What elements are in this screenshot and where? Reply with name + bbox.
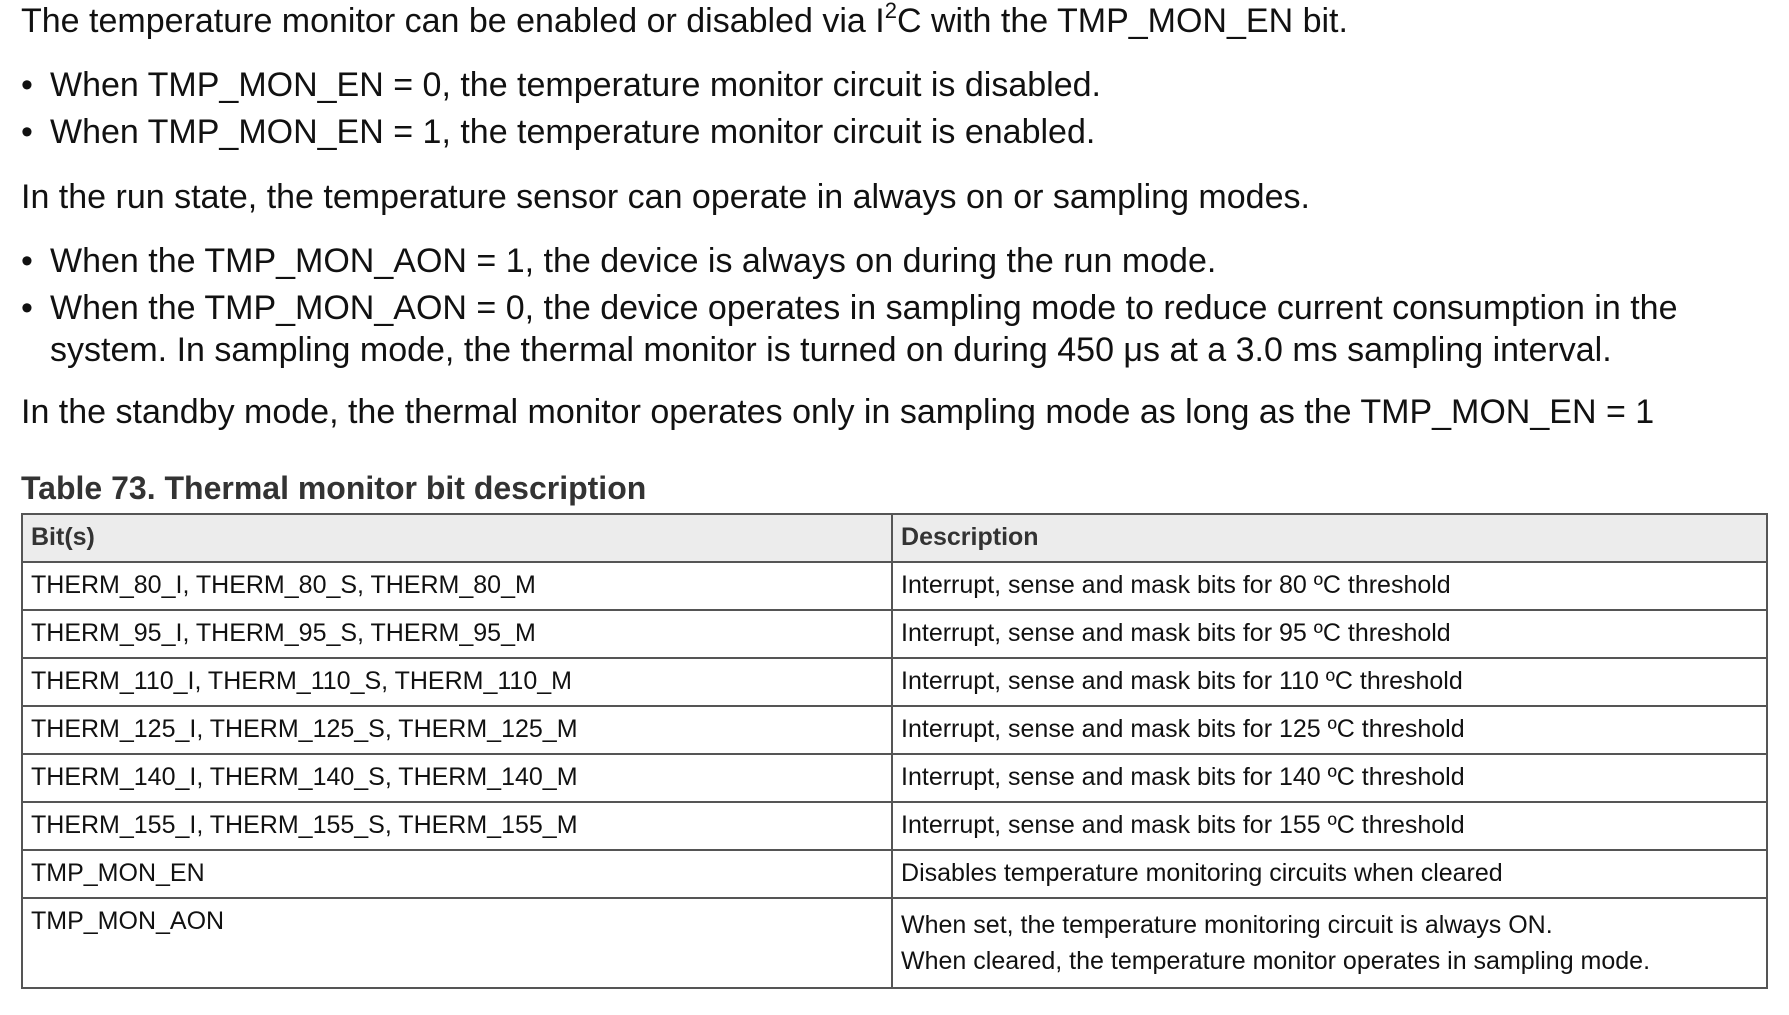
list-item-text: When the TMP_MON_AON = 0, the device ope… (50, 289, 1678, 369)
table-header-row: Bit(s) Description (20, 513, 1768, 563)
thermal-monitor-bit-table: Bit(s) Description THERM_80_I, THERM_80_… (20, 513, 1768, 989)
mode-bullet-list: • When the TMP_MON_AON = 1, the device is… (21, 240, 1770, 371)
enable-bullet-list: • When TMP_MON_EN = 0, the temperature mo… (21, 64, 1101, 153)
list-item: • When the TMP_MON_AON = 0, the device op… (21, 287, 1770, 371)
intro-text-start: The temperature monitor can be enabled o… (21, 2, 885, 40)
bits-cell: THERM_125_I, THERM_125_S, THERM_125_M (20, 705, 894, 755)
bits-cell: TMP_MON_EN (20, 849, 894, 899)
description-cell: Interrupt, sense and mask bits for 140 º… (891, 753, 1768, 803)
bullet-icon: • (21, 66, 33, 104)
table-row: THERM_140_I, THERM_140_S, THERM_140_M In… (20, 753, 1768, 803)
table-row: TMP_MON_EN Disables temperature monitori… (20, 849, 1768, 899)
bullet-icon: • (21, 113, 33, 151)
description-line: When cleared, the temperature monitor op… (901, 947, 1651, 975)
description-cell: Disables temperature monitoring circuits… (891, 849, 1768, 899)
standby-paragraph: In the standby mode, the thermal monitor… (21, 393, 1655, 431)
bits-cell: THERM_155_I, THERM_155_S, THERM_155_M (20, 801, 894, 851)
description-cell: Interrupt, sense and mask bits for 95 ºC… (891, 609, 1768, 659)
intro-text-end: C with the TMP_MON_EN bit. (896, 2, 1348, 40)
column-header-description: Description (891, 513, 1768, 563)
description-cell: Interrupt, sense and mask bits for 125 º… (891, 705, 1768, 755)
description-cell: Interrupt, sense and mask bits for 110 º… (891, 657, 1768, 707)
bits-cell: THERM_95_I, THERM_95_S, THERM_95_M (20, 609, 894, 659)
table-row: THERM_110_I, THERM_110_S, THERM_110_M In… (20, 657, 1768, 707)
description-cell: When set, the temperature monitoring cir… (891, 897, 1768, 989)
list-item-text: When TMP_MON_EN = 1, the temperature mon… (50, 113, 1096, 151)
column-header-bits: Bit(s) (20, 513, 894, 563)
bits-cell: THERM_80_I, THERM_80_S, THERM_80_M (20, 561, 894, 611)
list-item-text: When TMP_MON_EN = 0, the temperature mon… (50, 66, 1101, 104)
table-row: THERM_80_I, THERM_80_S, THERM_80_M Inter… (20, 561, 1768, 611)
run-state-paragraph: In the run state, the temperature sensor… (21, 178, 1310, 216)
table-row: THERM_95_I, THERM_95_S, THERM_95_M Inter… (20, 609, 1768, 659)
description-line: When set, the temperature monitoring cir… (901, 911, 1553, 939)
table-row: TMP_MON_AON When set, the temperature mo… (20, 897, 1768, 989)
intro-superscript: 2 (884, 0, 897, 23)
list-item: • When the TMP_MON_AON = 1, the device is… (21, 240, 1770, 282)
bullet-icon: • (21, 289, 33, 327)
table-row: THERM_155_I, THERM_155_S, THERM_155_M In… (20, 801, 1768, 851)
list-item: • When TMP_MON_EN = 0, the temperature mo… (21, 64, 1101, 106)
description-cell: Interrupt, sense and mask bits for 80 ºC… (891, 561, 1768, 611)
table-row: THERM_125_I, THERM_125_S, THERM_125_M In… (20, 705, 1768, 755)
table-title: Table 73. Thermal monitor bit descriptio… (21, 470, 647, 506)
bits-cell: TMP_MON_AON (20, 897, 894, 989)
bullet-icon: • (21, 242, 33, 280)
bits-cell: THERM_110_I, THERM_110_S, THERM_110_M (20, 657, 894, 707)
list-item-text: When the TMP_MON_AON = 1, the device is … (50, 242, 1217, 280)
intro-paragraph: The temperature monitor can be enabled o… (21, 0, 1348, 42)
bits-cell: THERM_140_I, THERM_140_S, THERM_140_M (20, 753, 894, 803)
list-item: • When TMP_MON_EN = 1, the temperature mo… (21, 111, 1101, 153)
description-cell: Interrupt, sense and mask bits for 155 º… (891, 801, 1768, 851)
